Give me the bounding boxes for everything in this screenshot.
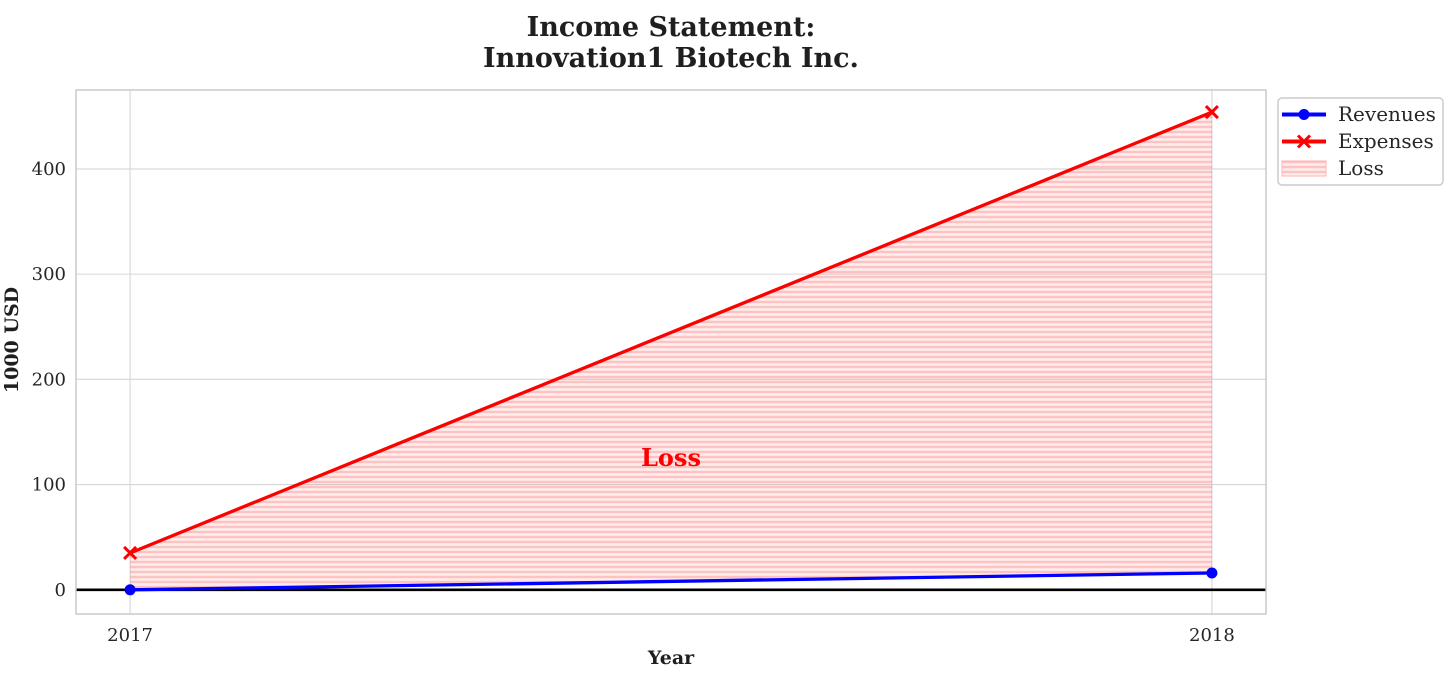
series-lines [76,105,1266,596]
y-tick-label: 0 [55,580,66,601]
axis-ticks: 0 100 200 300 400 2017 2018 [32,159,1235,646]
legend-circle-marker [1298,109,1310,120]
chart-title-line1: Income Statement: [527,12,816,43]
loss-area [130,112,1212,590]
legend-label: Expenses [1338,129,1434,153]
y-tick-label: 400 [32,159,66,180]
x-tick-label: 2018 [1189,625,1235,646]
chart-title-line2: Innovation1 Biotech Inc. [483,43,859,74]
x-axis-label: Year [647,647,695,669]
loss-fill [130,112,1212,590]
revenues-marker [124,584,136,596]
plot-border [75,89,1267,615]
expenses-marker [123,545,138,561]
y-tick-label: 200 [32,369,66,390]
expenses-line [129,110,1213,555]
expenses-marker [1204,105,1219,120]
legend: Revenues Expenses Loss [1277,97,1444,186]
legend-label: Loss [1338,156,1384,180]
loss-annotation: Loss [641,443,701,472]
legend-label: Revenues [1338,102,1436,126]
legend-x-marker [1296,134,1312,149]
revenues-line [130,571,1212,592]
y-axis-label: 1000 USD [1,287,23,393]
legend-loss-swatch [1281,160,1327,177]
revenues-marker [1206,567,1218,579]
y-tick-label: 100 [32,475,66,496]
y-tick-label: 300 [32,264,66,285]
x-tick-label: 2017 [107,625,153,646]
